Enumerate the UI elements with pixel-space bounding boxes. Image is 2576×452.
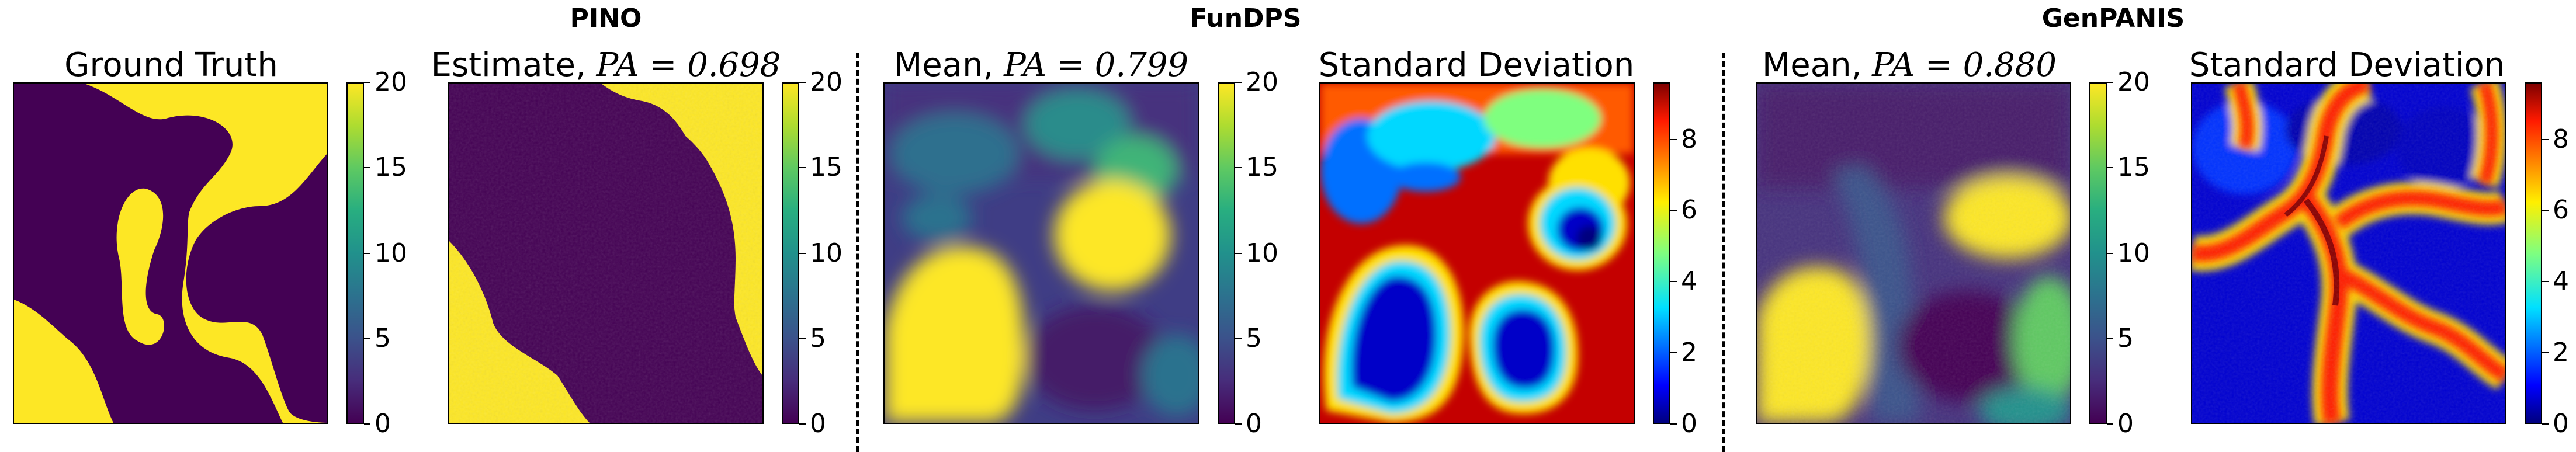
heatmap-ground-truth bbox=[13, 82, 328, 424]
colorbar-tick-mark bbox=[1670, 210, 1677, 211]
colorbar-tick-label: 0 bbox=[2553, 409, 2569, 439]
colorbar-tick-label: 5 bbox=[810, 323, 826, 353]
colorbar-tick-mark bbox=[799, 423, 806, 425]
colorbar-tick-mark bbox=[1235, 252, 1242, 254]
colorbar-tick-mark bbox=[1235, 423, 1242, 425]
colorbar-tick-mark bbox=[799, 82, 806, 83]
panel-title-ground-truth: Ground Truth bbox=[64, 46, 278, 84]
colorbar-tick-mark bbox=[1235, 167, 1242, 169]
colorbar-tick-label: 6 bbox=[1681, 195, 1697, 225]
colorbar-tick-mark bbox=[2107, 338, 2113, 339]
colorbar-tick-label: 5 bbox=[2117, 323, 2134, 353]
colorbar-tick-label: 2 bbox=[1681, 338, 1697, 368]
group-divider-1 bbox=[856, 53, 859, 452]
colorbar-pino-estimate bbox=[782, 82, 799, 424]
panel-title-genpanis-std: Standard Deviation bbox=[2189, 46, 2505, 84]
colorbar-tick-mark bbox=[1235, 338, 1242, 339]
group-title-pino: PINO bbox=[570, 4, 642, 33]
colorbar-tick-label: 2 bbox=[2553, 338, 2569, 368]
heatmap-fundps-std bbox=[1319, 82, 1635, 424]
colorbar-tick-mark bbox=[1670, 281, 1677, 283]
colorbar-tick-label: 20 bbox=[2117, 67, 2150, 97]
colorbar-tick-mark bbox=[2542, 352, 2549, 354]
colorbar-tick-mark bbox=[2542, 423, 2549, 425]
colorbar-ground-truth bbox=[346, 82, 364, 424]
colorbar-genpanis-mean bbox=[2089, 82, 2107, 424]
colorbar-tick-label: 5 bbox=[375, 323, 391, 353]
group-title-genpanis: GenPANIS bbox=[2041, 4, 2185, 33]
colorbar-tick-label: 15 bbox=[2117, 152, 2150, 183]
colorbar-tick-label: 0 bbox=[1681, 409, 1697, 439]
colorbar-tick-label: 15 bbox=[375, 152, 407, 183]
colorbar-tick-label: 5 bbox=[1246, 323, 1262, 353]
colorbar-tick-label: 20 bbox=[1246, 67, 1278, 97]
colorbar-tick-mark bbox=[1670, 138, 1677, 140]
colorbar-tick-mark bbox=[2542, 138, 2549, 140]
colorbar-tick-label: 4 bbox=[2553, 266, 2569, 297]
colorbar-tick-mark bbox=[2542, 281, 2549, 283]
colorbar-tick-mark bbox=[2107, 423, 2113, 425]
heatmap-fundps-mean bbox=[883, 82, 1199, 424]
colorbar-tick-mark bbox=[799, 338, 806, 339]
panel-title-genpanis-mean: Mean, PA = 0.880 bbox=[1762, 46, 2057, 84]
colorbar-tick-label: 20 bbox=[810, 67, 843, 97]
colorbar-tick-label: 0 bbox=[810, 409, 826, 439]
colorbar-tick-label: 10 bbox=[375, 238, 407, 268]
colorbar-tick-label: 8 bbox=[2553, 124, 2569, 154]
colorbar-tick-mark bbox=[364, 338, 370, 339]
colorbar-tick-label: 10 bbox=[810, 238, 843, 268]
colorbar-tick-label: 15 bbox=[810, 152, 843, 183]
colorbar-tick-mark bbox=[2107, 167, 2113, 169]
colorbar-fundps-std bbox=[1653, 82, 1670, 424]
colorbar-tick-mark bbox=[1235, 82, 1242, 83]
colorbar-tick-mark bbox=[2107, 82, 2113, 83]
colorbar-tick-mark bbox=[2542, 210, 2549, 211]
colorbar-tick-label: 15 bbox=[1246, 152, 1278, 183]
heatmap-genpanis-mean bbox=[1756, 82, 2071, 424]
colorbar-tick-label: 0 bbox=[375, 409, 391, 439]
colorbar-tick-label: 0 bbox=[1246, 409, 1262, 439]
panel-title-fundps-mean: Mean, PA = 0.799 bbox=[893, 46, 1189, 84]
panel-title-pino-estimate: Estimate, PA = 0.698 bbox=[431, 46, 781, 84]
heatmap-pino-estimate bbox=[448, 82, 764, 424]
colorbar-tick-label: 10 bbox=[1246, 238, 1278, 268]
colorbar-tick-label: 0 bbox=[2117, 409, 2134, 439]
colorbar-tick-label: 8 bbox=[1681, 124, 1697, 154]
colorbar-tick-mark bbox=[364, 167, 370, 169]
colorbar-fundps-mean bbox=[1218, 82, 1235, 424]
colorbar-tick-label: 10 bbox=[2117, 238, 2150, 268]
colorbar-tick-mark bbox=[2107, 252, 2113, 254]
colorbar-tick-mark bbox=[1670, 423, 1677, 425]
colorbar-tick-mark bbox=[799, 252, 806, 254]
colorbar-tick-label: 4 bbox=[1681, 266, 1697, 297]
colorbar-tick-mark bbox=[364, 423, 370, 425]
panel-title-fundps-std: Standard Deviation bbox=[1318, 46, 1635, 84]
colorbar-tick-label: 6 bbox=[2553, 195, 2569, 225]
colorbar-tick-mark bbox=[1670, 352, 1677, 354]
group-divider-2 bbox=[1722, 53, 1725, 452]
colorbar-tick-label: 20 bbox=[375, 67, 407, 97]
group-title-fundps: FunDPS bbox=[1190, 4, 1302, 33]
colorbar-genpanis-std bbox=[2525, 82, 2542, 424]
colorbar-tick-mark bbox=[364, 252, 370, 254]
colorbar-tick-mark bbox=[799, 167, 806, 169]
colorbar-tick-mark bbox=[364, 82, 370, 83]
heatmap-genpanis-std bbox=[2191, 82, 2506, 424]
